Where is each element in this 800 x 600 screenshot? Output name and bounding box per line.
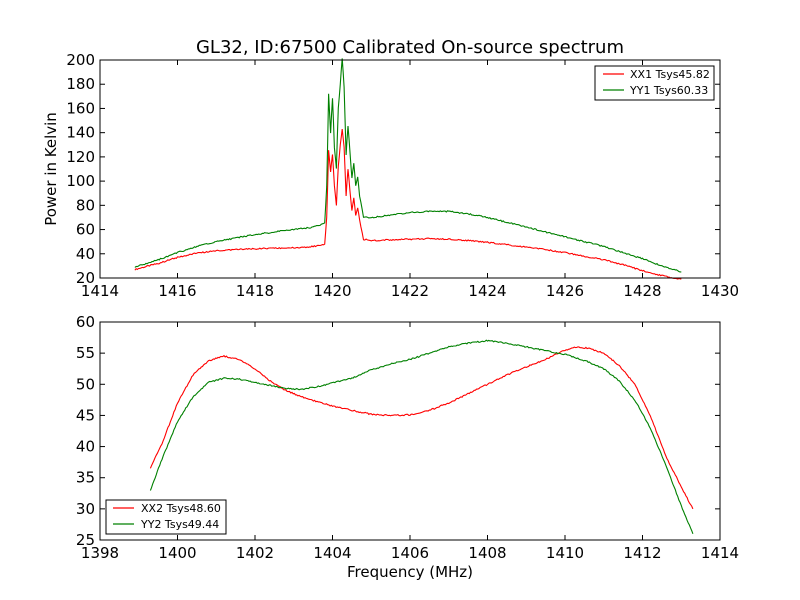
bottom-axis-ticks: 1398 1400 1402 1404 1406 1408 1410 1412 1414 25 30… [76,313,739,562]
x-tick-label: 1414 [701,544,739,562]
top-legend-box [594,65,715,101]
x-tick-label: 1398 [81,544,119,562]
x-tick-label: 1418 [236,282,274,300]
y-tick-label: 120 [66,148,95,166]
x-tick-label: 1424 [468,282,506,300]
bottom-plot-frame [99,321,721,541]
y-tick-label: 40 [76,438,95,456]
bottom-plot-panel: 1398 1400 1402 1404 1406 1408 1410 1412 1414 25 30… [76,313,739,581]
x-tick-label: 1414 [81,282,119,300]
x-tick-label: 1400 [158,544,196,562]
y-tick-label: 100 [66,172,95,190]
x-tick-label: 1416 [158,282,196,300]
y-tick-label: 20 [76,269,95,287]
x-tick-label: 1410 [546,544,584,562]
y-tick-label: 60 [76,221,95,239]
y-tick-label: 50 [76,375,95,393]
top-series-lines [134,58,682,280]
bottom-legend: XX2 Tsys48.60 YY2 Tsys49.44 [105,499,227,535]
x-tick-label: 1408 [468,544,506,562]
x-axis-label: Frequency (MHz) [347,563,473,581]
x-tick-label: 1402 [236,544,274,562]
y-tick-label: 180 [66,75,95,93]
legend-label-xx2: XX2 Tsys48.60 [141,502,221,515]
y-tick-label: 45 [76,406,95,424]
legend-label-yy2: YY2 Tsys49.44 [140,518,219,531]
chart-title: GL32, ID:67500 Calibrated On-source spec… [196,37,624,58]
x-tick-label: 1430 [701,282,739,300]
y-tick-label: 25 [76,531,95,549]
series-line-yy1 [134,58,682,273]
x-tick-label: 1420 [313,282,351,300]
legend-label-yy1: YY1 Tsys60.33 [629,84,708,97]
y-tick-label: 80 [76,196,95,214]
y-tick-label: 60 [76,313,95,331]
series-line-xx2 [149,346,694,510]
y-tick-label: 40 [76,245,95,263]
top-legend: XX1 Tsys45.82 YY1 Tsys60.33 [594,65,715,101]
x-tick-label: 1406 [391,544,429,562]
y-tick-label: 200 [66,51,95,69]
bottom-legend-box [105,499,227,535]
series-line-xx1 [134,129,682,280]
legend-label-xx1: XX1 Tsys45.82 [630,68,710,81]
series-line-yy2 [149,339,694,534]
y-tick-label: 55 [76,344,95,362]
x-tick-label: 1404 [313,544,351,562]
top-plot-frame [99,59,721,279]
y-tick-label: 160 [66,99,95,117]
top-y-axis-label: Power in Kelvin [42,112,60,226]
y-tick-label: 140 [66,124,95,142]
x-tick-label: 1428 [623,282,661,300]
y-tick-label: 30 [76,500,95,518]
top-axis-ticks: 1414 1416 1418 1420 1422 1424 1426 1428 1430 20 40… [66,51,739,300]
x-tick-label: 1412 [623,544,661,562]
top-plot-panel: GL32, ID:67500 Calibrated On-source spec… [42,37,739,300]
bottom-series-lines [149,339,694,534]
x-tick-label: 1422 [391,282,429,300]
x-tick-label: 1426 [546,282,584,300]
y-tick-label: 35 [76,469,95,487]
